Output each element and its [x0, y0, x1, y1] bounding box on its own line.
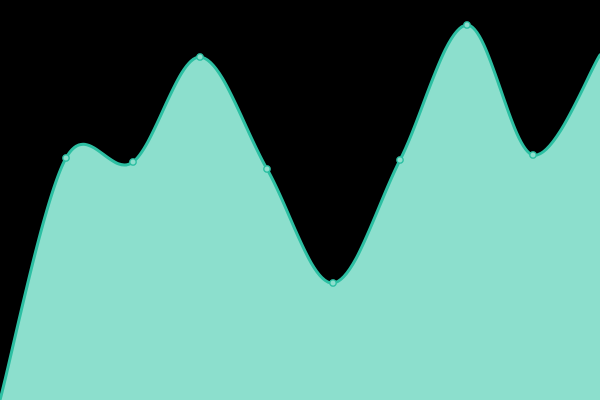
data-point-marker[interactable]: [329, 279, 337, 287]
data-point-marker[interactable]: [129, 158, 137, 166]
data-point-marker[interactable]: [463, 21, 471, 29]
trend-line-path: [0, 23, 600, 400]
data-point-marker[interactable]: [529, 151, 537, 159]
area-fill-path: [0, 24, 600, 400]
data-point-marker[interactable]: [62, 154, 70, 162]
data-point-markers: [62, 21, 537, 287]
data-point-marker[interactable]: [196, 53, 204, 61]
data-point-marker[interactable]: [396, 156, 404, 164]
data-point-marker[interactable]: [263, 165, 271, 173]
